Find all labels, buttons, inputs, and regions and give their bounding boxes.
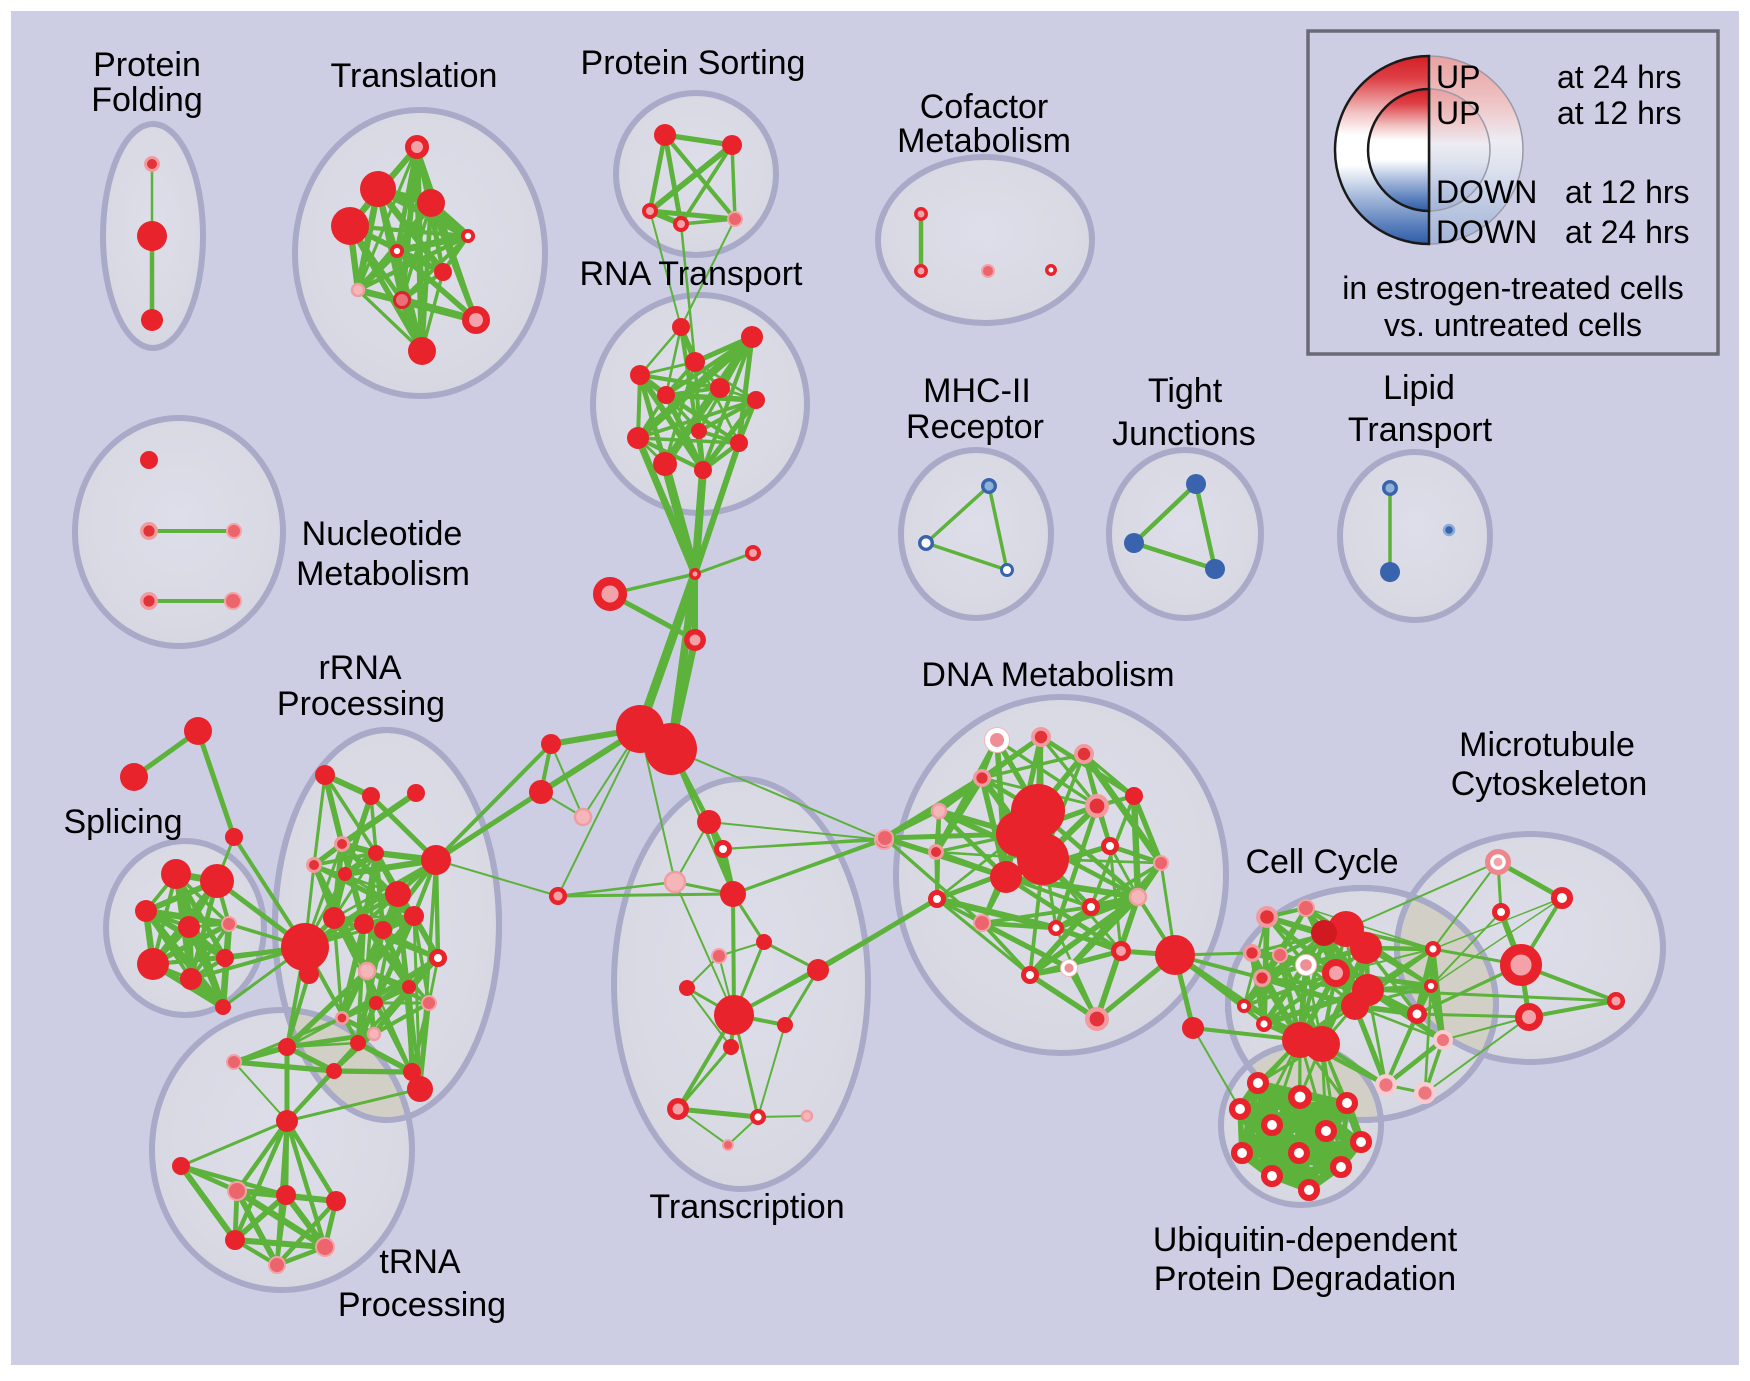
svg-text:UP: UP bbox=[1436, 95, 1480, 131]
svg-text:Folding: Folding bbox=[91, 81, 203, 119]
svg-text:DOWN: DOWN bbox=[1436, 174, 1537, 210]
svg-text:at 12 hrs: at 12 hrs bbox=[1565, 174, 1690, 210]
svg-text:MHC-II: MHC-II bbox=[923, 372, 1031, 410]
svg-text:Processing: Processing bbox=[277, 685, 445, 723]
svg-text:vs. untreated cells: vs. untreated cells bbox=[1384, 307, 1642, 343]
svg-text:Cofactor: Cofactor bbox=[920, 88, 1049, 126]
svg-text:Nucleotide: Nucleotide bbox=[302, 515, 463, 553]
svg-text:DOWN: DOWN bbox=[1436, 214, 1537, 250]
svg-text:Splicing: Splicing bbox=[63, 803, 182, 841]
svg-text:Protein Sorting: Protein Sorting bbox=[581, 44, 806, 82]
svg-text:at 12 hrs: at 12 hrs bbox=[1557, 95, 1682, 131]
svg-text:Transcription: Transcription bbox=[649, 1188, 844, 1226]
svg-text:Cytoskeleton: Cytoskeleton bbox=[1451, 765, 1648, 803]
svg-text:Transport: Transport bbox=[1348, 411, 1493, 449]
svg-text:Translation: Translation bbox=[331, 57, 498, 95]
svg-text:Junctions: Junctions bbox=[1112, 415, 1256, 453]
svg-text:Protein Degradation: Protein Degradation bbox=[1154, 1260, 1456, 1298]
svg-text:Cell Cycle: Cell Cycle bbox=[1245, 843, 1398, 881]
svg-text:Ubiquitin-dependent: Ubiquitin-dependent bbox=[1153, 1221, 1458, 1259]
svg-text:rRNA: rRNA bbox=[318, 649, 401, 687]
svg-text:Receptor: Receptor bbox=[906, 408, 1044, 446]
svg-text:at 24 hrs: at 24 hrs bbox=[1565, 214, 1690, 250]
svg-text:Processing: Processing bbox=[338, 1286, 506, 1324]
svg-text:Tight: Tight bbox=[1148, 372, 1223, 410]
svg-text:Metabolism: Metabolism bbox=[897, 122, 1071, 160]
svg-text:Microtubule: Microtubule bbox=[1459, 726, 1635, 764]
svg-text:tRNA: tRNA bbox=[379, 1243, 461, 1281]
svg-text:Metabolism: Metabolism bbox=[296, 555, 470, 593]
svg-text:DNA Metabolism: DNA Metabolism bbox=[921, 656, 1174, 694]
svg-text:at 24 hrs: at 24 hrs bbox=[1557, 59, 1682, 95]
svg-text:RNA Transport: RNA Transport bbox=[580, 255, 804, 293]
svg-text:in estrogen-treated cells: in estrogen-treated cells bbox=[1342, 270, 1684, 306]
svg-text:UP: UP bbox=[1436, 59, 1480, 95]
svg-text:Lipid: Lipid bbox=[1383, 369, 1455, 407]
svg-text:Protein: Protein bbox=[93, 46, 201, 84]
